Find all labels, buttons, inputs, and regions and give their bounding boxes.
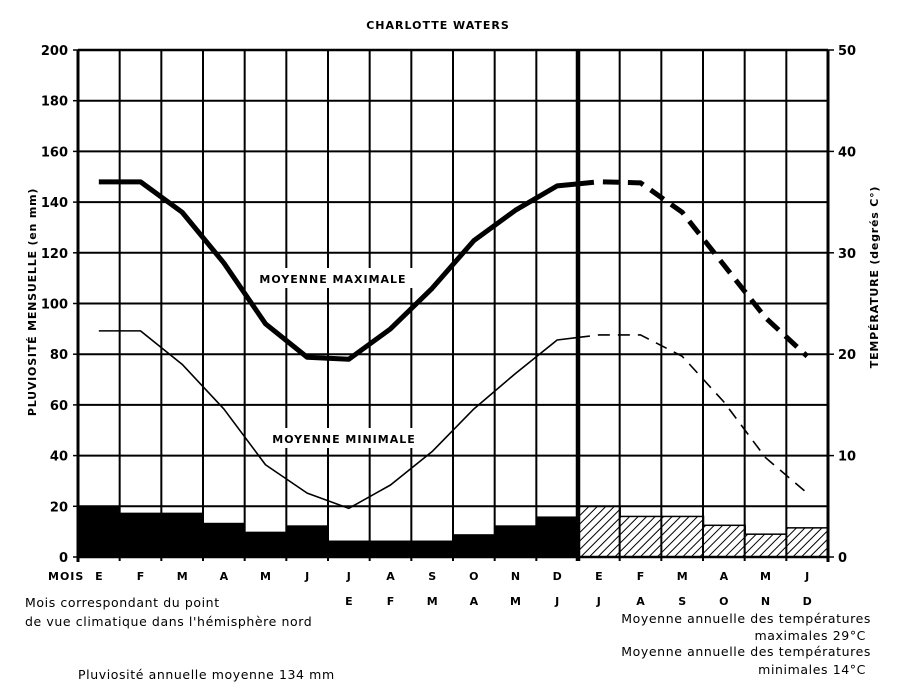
x-tick-label-northern: M (427, 595, 438, 608)
chart-title: CHARLOTTE WATERS (366, 19, 510, 32)
x-tick-label: J (346, 570, 351, 583)
rainfall-bar (578, 506, 620, 557)
x-tick-label-northern: A (470, 595, 479, 608)
mean-max-line-2: maximales 29°C (755, 628, 866, 643)
rainfall-bar (328, 541, 370, 557)
x-tick-label-northern: J (596, 595, 601, 608)
rainfall-bar (411, 541, 453, 557)
x-tick-label: M (677, 570, 688, 583)
y-tick-label-left: 120 (41, 247, 68, 262)
rainfall-bar (661, 516, 703, 557)
y-tick-label-right: 20 (838, 348, 856, 363)
x-tick-label: J (804, 570, 809, 583)
y-axis-right-label: TEMPÉRATURE (degrés C°) (868, 186, 881, 368)
y-tick-label-right: 10 (838, 450, 856, 465)
x-tick-label: J (304, 570, 309, 583)
x-tick-label: E (595, 570, 603, 583)
annual-rain-note: Pluviosité annuelle moyenne 134 mm (78, 667, 335, 682)
y-tick-label-left: 140 (41, 196, 68, 211)
northern-label-line-1: Mois correspondant du point (25, 595, 220, 610)
rainfall-bar (120, 513, 162, 557)
x-tick-label: O (469, 570, 478, 583)
x-tick-label: M (177, 570, 188, 583)
y-tick-label-left: 180 (41, 95, 68, 110)
y-tick-label-right: 50 (838, 44, 856, 59)
x-tick-label: F (637, 570, 645, 583)
x-tick-label: S (428, 570, 436, 583)
x-tick-label-northern: N (761, 595, 770, 608)
mean-min-line-2: minimales 14°C (758, 662, 866, 677)
y-tick-label-left: 100 (41, 298, 68, 313)
x-tick-label: F (137, 570, 145, 583)
rainfall-bar (620, 516, 662, 557)
series-label-max: MOYENNE MAXIMALE (259, 273, 406, 286)
mean-min-line-1: Moyenne annuelle des températures (621, 644, 871, 659)
x-tick-label: A (720, 570, 729, 583)
x-tick-label: D (553, 570, 562, 583)
min-temp-line-dashed (578, 335, 807, 493)
x-axis-prefix: MOIS (48, 570, 84, 583)
y-tick-label-left: 160 (41, 145, 68, 160)
max-temp-line-dashed (578, 182, 807, 356)
x-tick-label-northern: O (719, 595, 728, 608)
rainfall-bar (786, 528, 828, 557)
y-tick-label-left: 20 (50, 500, 68, 515)
y-axis-left-label: PLUVIOSITÉ MENSUELLE (en mm) (26, 188, 39, 416)
rainfall-bar (245, 532, 287, 557)
y-tick-label-left: 60 (50, 399, 68, 414)
x-tick-label: A (386, 570, 395, 583)
rainfall-bar (370, 541, 412, 557)
y-tick-label-left: 80 (50, 348, 68, 363)
rainfall-bar (203, 523, 245, 557)
y-tick-label-left: 200 (41, 44, 68, 59)
x-tick-label-northern: E (345, 595, 353, 608)
mean-max-line-1: Moyenne annuelle des températures (621, 611, 871, 626)
northern-label-line-2: de vue climatique dans l'hémisphère nord (25, 614, 312, 629)
x-tick-label: E (95, 570, 103, 583)
rainfall-bar (453, 534, 495, 557)
rainfall-bar (703, 525, 745, 557)
x-tick-label: A (220, 570, 229, 583)
x-tick-label-northern: F (387, 595, 395, 608)
y-tick-label-right: 0 (838, 551, 847, 566)
y-tick-label-left: 40 (50, 450, 68, 465)
x-tick-label-northern: A (636, 595, 645, 608)
rainfall-bar (161, 513, 203, 557)
x-tick-label-northern: J (554, 595, 559, 608)
rainfall-bar (78, 506, 120, 557)
y-tick-label-right: 30 (838, 247, 856, 262)
y-tick-label-left: 0 (59, 551, 68, 566)
x-tick-label-northern: S (678, 595, 686, 608)
y-tick-label-right: 40 (838, 145, 856, 160)
x-tick-label: M (760, 570, 771, 583)
x-tick-label: M (260, 570, 271, 583)
x-tick-label-northern: M (510, 595, 521, 608)
rainfall-bar (536, 516, 578, 557)
x-tick-label-northern: D (803, 595, 812, 608)
series-label-min: MOYENNE MINIMALE (272, 433, 415, 446)
rainfall-bar (286, 525, 328, 557)
rainfall-bar (745, 534, 787, 557)
x-tick-label: N (511, 570, 520, 583)
rainfall-bar (495, 525, 537, 557)
